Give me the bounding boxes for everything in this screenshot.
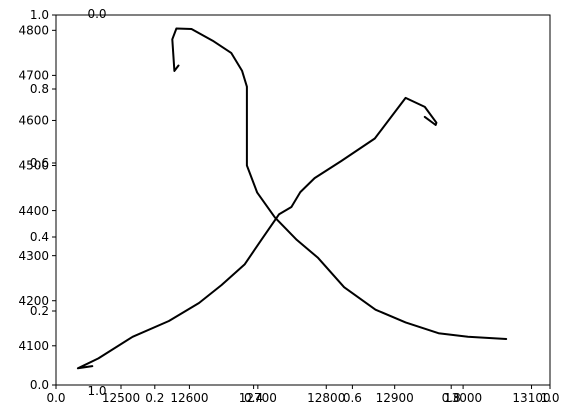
series-line-1 (76, 96, 438, 370)
inverted-tick-label: 1.0 (87, 384, 106, 398)
y-tick-label: 4800 (18, 24, 49, 38)
x-tick-label: 12500 (102, 391, 140, 405)
series-layer (76, 27, 508, 370)
x-tick-label: 12700 (239, 391, 277, 405)
y-tick-label: 4700 (18, 69, 49, 83)
overlay-x-tick-label: 0.0 (46, 391, 65, 405)
overlay-y-tick-label: 0.4 (30, 230, 49, 244)
series-line-2 (171, 27, 508, 340)
overlay-x-tick-label: 0.2 (145, 391, 164, 405)
plot-frame (55, 14, 551, 386)
x-tick-label: 13000 (444, 391, 482, 405)
overlay-y-tick-label: 0.0 (30, 378, 49, 392)
y-tick-label: 4100 (18, 339, 49, 353)
x-tick-label: 13100 (512, 391, 550, 405)
y-tick-label: 4500 (18, 159, 49, 173)
overlay-y-tick-label: 0.6 (30, 156, 49, 170)
y-tick-label: 4400 (18, 204, 49, 218)
y-tick-label: 4200 (18, 294, 49, 308)
overlay-y-tick-label: 0.2 (30, 304, 49, 318)
x-tick-label: 12900 (376, 391, 414, 405)
overlay-x-tick-label: 0.4 (244, 391, 263, 405)
plot-area (56, 15, 550, 385)
overlay-y-tick-label: 0.8 (30, 82, 49, 96)
overlay-x-tick-label: 0.8 (442, 391, 461, 405)
x-tick-label: 12800 (307, 391, 345, 405)
x-tick-label: 12600 (170, 391, 208, 405)
overlay-x-tick-label: 0.6 (343, 391, 362, 405)
overlay-y-tick-label: 1.0 (30, 8, 49, 22)
overlay-x-tick-label: 1.0 (540, 391, 559, 405)
y-tick-label: 4600 (18, 114, 49, 128)
axes-layer: 12500 12600 12700 12800 12900 13000 13100 4100 4… (18, 7, 559, 405)
y-tick-label: 4300 (18, 249, 49, 263)
inverted-tick-label: 0.0 (87, 7, 106, 21)
